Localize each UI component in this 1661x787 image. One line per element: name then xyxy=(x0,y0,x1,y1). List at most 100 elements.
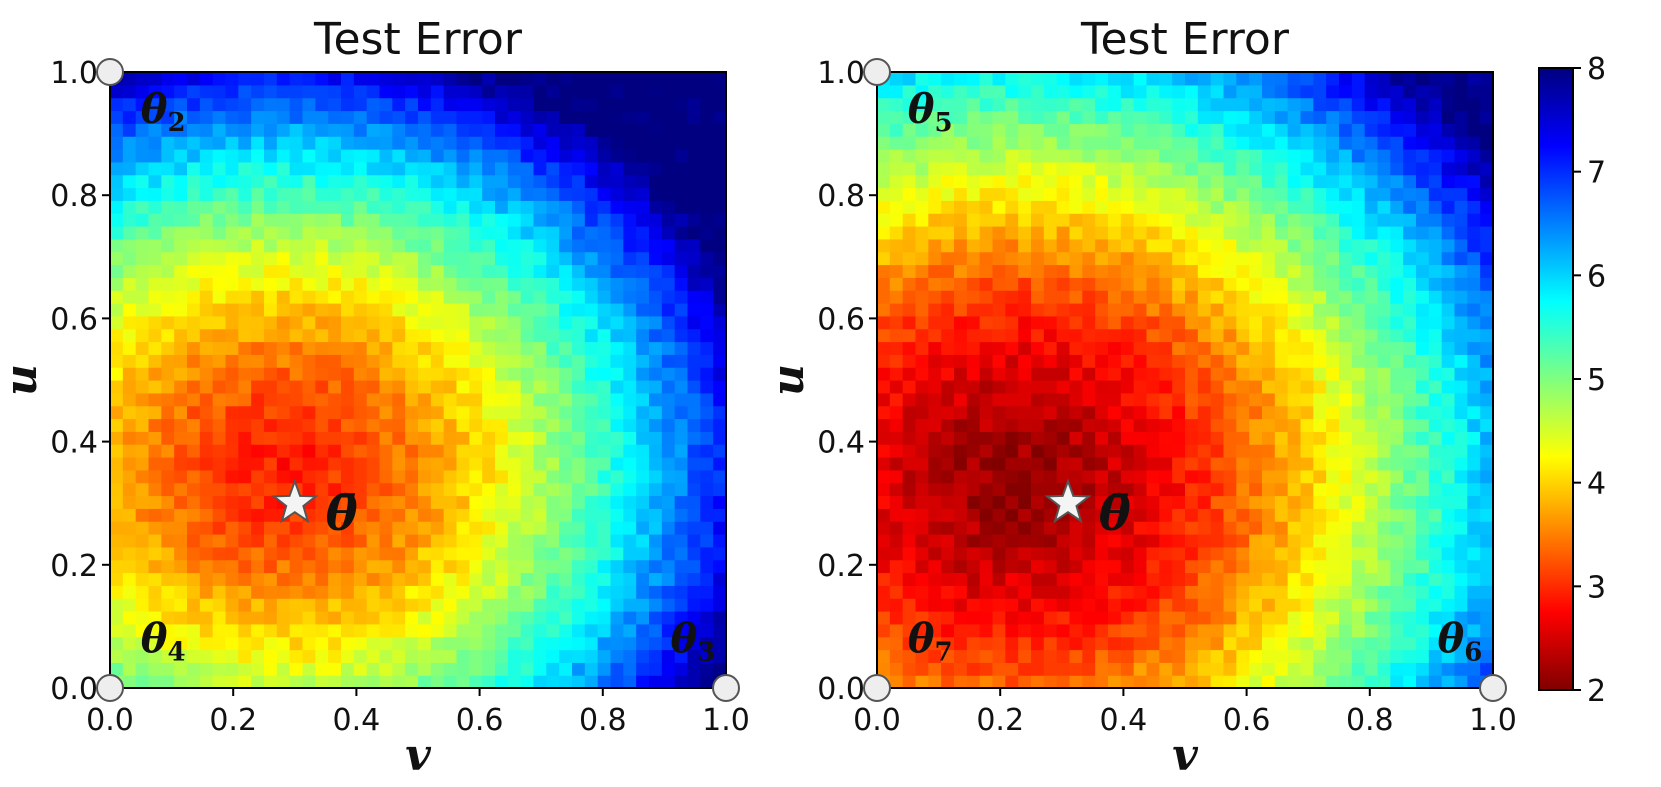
heatmap-cell xyxy=(1069,559,1083,574)
heatmap-cell xyxy=(1095,238,1109,253)
heatmap-cell xyxy=(1300,72,1314,86)
heatmap-cell xyxy=(597,149,612,163)
heatmap-cell xyxy=(456,290,470,304)
heatmap-cell xyxy=(302,572,316,586)
heatmap-cell xyxy=(405,277,419,291)
heatmap-cell xyxy=(1095,251,1109,266)
heatmap-cell xyxy=(302,136,316,150)
heatmap-cell xyxy=(482,251,496,266)
heatmap-cell xyxy=(366,495,381,509)
heatmap-cell xyxy=(1377,508,1391,522)
heatmap-cell xyxy=(148,534,162,548)
heatmap-cell xyxy=(1043,585,1058,599)
heatmap-cell xyxy=(251,649,265,663)
heatmap-cell xyxy=(649,149,663,163)
heatmap-cell xyxy=(1416,418,1430,432)
heatmap-cell xyxy=(687,662,701,676)
heatmap-cell xyxy=(1441,585,1456,599)
heatmap-cell xyxy=(1082,380,1096,394)
heatmap-cell xyxy=(418,585,432,599)
heatmap-cell xyxy=(1197,238,1212,253)
heatmap-cell xyxy=(1467,444,1481,458)
heatmap-cell xyxy=(1223,675,1237,689)
heatmap-cell xyxy=(713,611,727,625)
heatmap-cell xyxy=(1480,585,1494,599)
heatmap-cell xyxy=(597,534,612,548)
heatmap-cell xyxy=(122,405,137,420)
heatmap-cell xyxy=(1467,611,1481,625)
heatmap-cell xyxy=(546,213,560,227)
heatmap-cell xyxy=(1082,303,1096,317)
heatmap-cell xyxy=(199,546,214,561)
heatmap-cell xyxy=(966,649,981,663)
heatmap-cell xyxy=(405,84,419,99)
heatmap-cell xyxy=(456,110,470,124)
heatmap-cell xyxy=(636,367,650,381)
heatmap-cell xyxy=(315,559,329,574)
heatmap-cell xyxy=(1146,251,1160,266)
heatmap-cell xyxy=(1120,200,1135,214)
heatmap-cell xyxy=(661,84,676,99)
heatmap-cell xyxy=(661,431,676,445)
heatmap-cell xyxy=(1428,226,1443,240)
heatmap-cell xyxy=(1069,149,1083,163)
heatmap-cell xyxy=(110,418,124,432)
heatmap-cell xyxy=(1082,521,1096,535)
heatmap-cell xyxy=(1108,72,1122,86)
heatmap-cell xyxy=(1018,418,1032,432)
heatmap-cell xyxy=(1262,598,1276,612)
heatmap-cell xyxy=(572,315,586,330)
heatmap-cell xyxy=(405,534,419,548)
heatmap-cell xyxy=(110,546,124,561)
heatmap-cell xyxy=(238,341,252,355)
heatmap-cell xyxy=(1351,623,1366,638)
heatmap-cell xyxy=(649,649,663,663)
heatmap-cell xyxy=(636,611,650,625)
heatmap-cell xyxy=(1351,418,1366,432)
heatmap-cell xyxy=(482,521,496,535)
heatmap-cell xyxy=(928,110,942,124)
heatmap-cell xyxy=(507,277,522,291)
heatmap-cell xyxy=(507,290,522,304)
heatmap-cell xyxy=(1172,277,1186,291)
heatmap-cell xyxy=(328,418,342,432)
heatmap-cell xyxy=(1249,149,1263,163)
heatmap-cell xyxy=(674,675,689,689)
heatmap-cell xyxy=(1082,149,1096,163)
heatmap-cell xyxy=(289,418,304,432)
heatmap-cell xyxy=(572,482,586,497)
heatmap-cell xyxy=(1416,174,1430,189)
heatmap-cell xyxy=(1416,662,1430,676)
heatmap-cell xyxy=(1185,380,1199,394)
heatmap-cell xyxy=(1287,380,1302,394)
heatmap-cell xyxy=(1262,328,1276,343)
heatmap-cell xyxy=(212,495,227,509)
heatmap-cell xyxy=(1210,277,1225,291)
heatmap-cell xyxy=(251,662,265,676)
heatmap-cell xyxy=(1197,174,1212,189)
heatmap-cell xyxy=(889,482,904,497)
heatmap-cell xyxy=(700,264,714,278)
heatmap-cell xyxy=(1390,482,1404,497)
heatmap-cell xyxy=(966,405,981,420)
heatmap-cell xyxy=(661,200,676,214)
heatmap-cell xyxy=(353,418,368,432)
heatmap-cell xyxy=(1364,72,1379,86)
heatmap-cell xyxy=(187,341,201,355)
heatmap-cell xyxy=(1364,572,1379,586)
heatmap-cell xyxy=(546,380,560,394)
heatmap-cell xyxy=(1210,623,1225,638)
heatmap-cell xyxy=(1441,328,1456,343)
heatmap-cell xyxy=(238,598,252,612)
heatmap-cell xyxy=(928,662,942,676)
heatmap-cell xyxy=(1351,213,1366,227)
heatmap-cell xyxy=(623,110,637,124)
heatmap-cell xyxy=(212,611,227,625)
heatmap-cell xyxy=(584,328,599,343)
heatmap-cell xyxy=(174,251,188,266)
heatmap-cell xyxy=(572,187,586,201)
heatmap-cell xyxy=(1300,457,1314,471)
heatmap-cell xyxy=(597,213,612,227)
heatmap-cell xyxy=(225,675,239,689)
